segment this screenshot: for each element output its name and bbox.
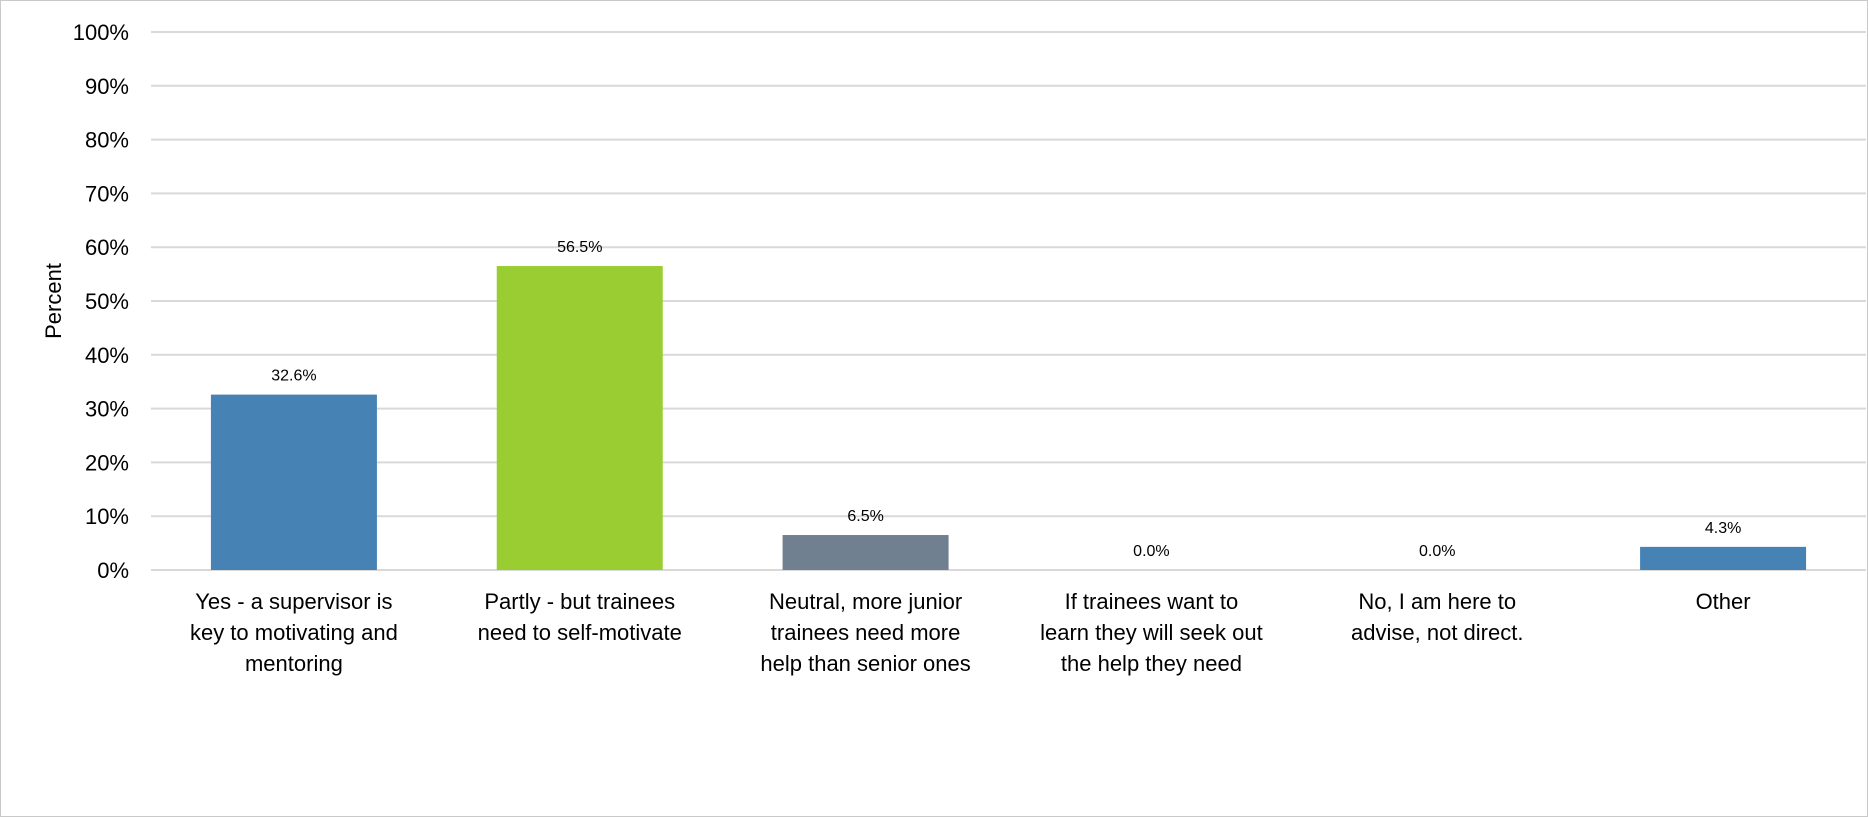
y-tick-label: 90% — [85, 74, 129, 99]
data-label: 6.5% — [847, 508, 883, 525]
data-label: 0.0% — [1419, 543, 1455, 560]
x-category-label-line: learn they will seek out — [1040, 620, 1263, 645]
y-axis-ticks: 0% 10% 20% 30% 40% 50% 60% 70% 80% 90% 100% — [73, 20, 129, 583]
y-tick-label: 40% — [85, 343, 129, 368]
x-category-label-line: Neutral, more junior — [769, 589, 962, 614]
data-label: 32.6% — [271, 368, 316, 385]
x-category-label-line: Yes - a supervisor is — [195, 589, 392, 614]
x-axis-category-labels: Yes - a supervisor is key to motivating a… — [190, 589, 1751, 676]
x-category-label-line: the help they need — [1061, 651, 1242, 676]
x-category-label-line: mentoring — [245, 651, 343, 676]
x-category-label-line: trainees need more — [771, 620, 961, 645]
y-tick-label: 0% — [97, 558, 129, 583]
y-tick-label: 60% — [85, 235, 129, 260]
gridlines — [151, 31, 1866, 571]
x-category-label-line: Partly - but trainees — [484, 589, 675, 614]
data-labels: 32.6% 56.5% 6.5% 0.0% 0.0% 4.3% — [271, 239, 1741, 560]
bar — [1640, 546, 1807, 570]
y-tick-label: 100% — [73, 20, 129, 45]
y-tick-label: 10% — [85, 504, 129, 529]
x-category-label: No, I am here to advise, not direct. — [1351, 589, 1523, 645]
x-category-label: Yes - a supervisor is key to motivating a… — [190, 589, 398, 676]
x-category-label-line: Other — [1696, 589, 1751, 614]
y-tick-label: 50% — [85, 289, 129, 314]
y-tick-label: 30% — [85, 397, 129, 422]
x-category-label: Partly - but trainees need to self-motiva… — [478, 589, 682, 645]
y-tick-label: 20% — [85, 450, 129, 475]
y-tick-label: 70% — [85, 181, 129, 206]
data-label: 56.5% — [557, 239, 602, 256]
bar — [210, 394, 377, 570]
x-category-label: If trainees want to learn they will seek … — [1040, 589, 1263, 676]
x-category-label: Other — [1696, 589, 1751, 614]
data-label: 4.3% — [1705, 520, 1741, 537]
data-label: 0.0% — [1133, 543, 1169, 560]
x-category-label-line: If trainees want to — [1065, 589, 1239, 614]
y-tick-label: 80% — [85, 128, 129, 153]
x-category-label-line: need to self-motivate — [478, 620, 682, 645]
x-category-label-line: No, I am here to — [1358, 589, 1516, 614]
bar — [782, 535, 949, 570]
y-axis-title: Percent — [41, 263, 66, 339]
x-category-label-line: key to motivating and — [190, 620, 398, 645]
x-category-label-line: help than senior ones — [760, 651, 970, 676]
bars — [210, 266, 1807, 570]
bar — [496, 266, 663, 570]
x-category-label-line: advise, not direct. — [1351, 620, 1523, 645]
x-category-label: Neutral, more junior trainees need more he… — [760, 589, 970, 676]
